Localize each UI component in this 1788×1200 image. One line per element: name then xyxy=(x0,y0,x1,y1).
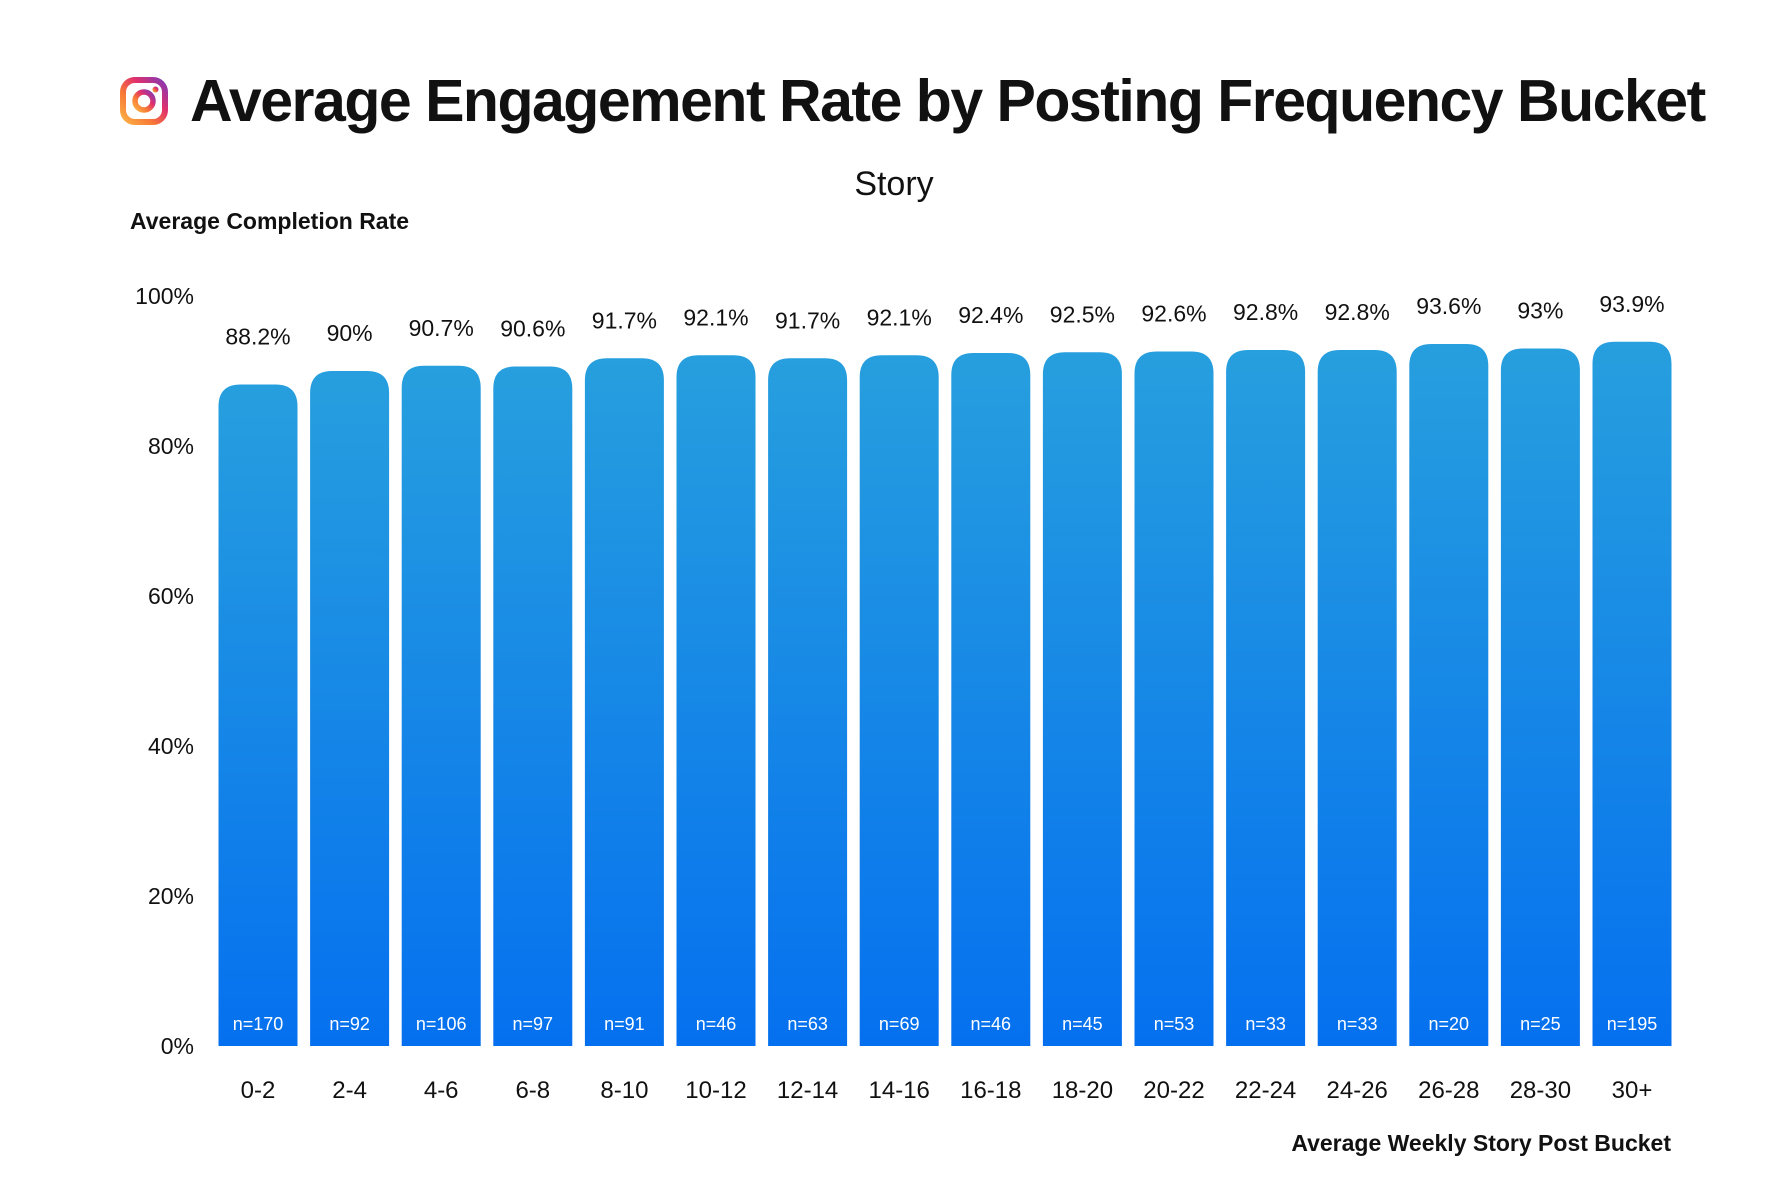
bar-8-10 xyxy=(584,358,664,1046)
chart-subtitle: Story xyxy=(854,165,934,203)
value-labels: 88.2% 90% 90.7% 90.6% 91.7% 92.1% 91.7% 92.1% 92… xyxy=(225,291,1664,350)
y-tick-label: 60% xyxy=(148,583,194,609)
bar-24-26 xyxy=(1317,350,1397,1046)
sample-size-label: n=53 xyxy=(1154,1014,1195,1034)
value-label: 91.7% xyxy=(592,307,657,333)
x-tick-label: 0-2 xyxy=(241,1077,276,1104)
bar-6-8 xyxy=(493,366,573,1046)
header: Average Engagement Rate by Posting Frequ… xyxy=(0,62,1788,142)
bar-10-12 xyxy=(676,355,756,1046)
sample-size-label: n=25 xyxy=(1520,1014,1561,1034)
sample-size-label: n=97 xyxy=(513,1014,554,1034)
x-tick-label: 2-4 xyxy=(332,1077,367,1104)
x-axis-ticks: 0-2 2-4 4-6 6-8 8-10 10-12 12-14 14-16 16-18 18-2… xyxy=(241,1077,1653,1104)
sample-size-label: n=46 xyxy=(696,1014,737,1034)
value-label: 92.6% xyxy=(1141,301,1206,327)
sample-size-label: n=33 xyxy=(1337,1014,1378,1034)
value-label: 90.6% xyxy=(500,316,565,342)
bar-30+ xyxy=(1592,341,1672,1046)
x-tick-label: 12-14 xyxy=(777,1077,838,1104)
bar-18-20 xyxy=(1042,352,1122,1046)
bar-20-22 xyxy=(1134,351,1214,1046)
x-tick-label: 20-22 xyxy=(1143,1077,1204,1104)
y-tick-label: 100% xyxy=(135,283,194,309)
value-label: 88.2% xyxy=(225,324,290,350)
instagram-logo-icon xyxy=(120,77,168,125)
y-axis-ticks: 0% 20% 40% 60% 80% 100% xyxy=(135,283,194,1059)
bar-0-2 xyxy=(218,384,298,1046)
x-tick-label: 10-12 xyxy=(685,1077,746,1104)
sample-size-label: n=45 xyxy=(1062,1014,1103,1034)
y-tick-label: 40% xyxy=(148,733,194,759)
sample-size-label: n=63 xyxy=(787,1014,828,1034)
x-tick-label: 24-26 xyxy=(1327,1077,1388,1104)
value-label: 90% xyxy=(327,320,373,346)
x-tick-label: 30+ xyxy=(1612,1077,1653,1104)
value-label: 92.4% xyxy=(958,302,1023,328)
sample-size-label: n=46 xyxy=(971,1014,1012,1034)
chart-title: Average Engagement Rate by Posting Frequ… xyxy=(190,68,1706,134)
x-tick-label: 18-20 xyxy=(1052,1077,1113,1104)
bar-26-28 xyxy=(1409,344,1489,1046)
value-label: 90.7% xyxy=(409,315,474,341)
bar-16-18 xyxy=(951,353,1031,1046)
x-tick-label: 28-30 xyxy=(1510,1077,1571,1104)
sample-size-label: n=20 xyxy=(1429,1014,1470,1034)
value-label: 93% xyxy=(1517,298,1563,324)
x-axis-label: Average Weekly Story Post Bucket xyxy=(1291,1130,1671,1156)
y-tick-label: 80% xyxy=(148,433,194,459)
value-label: 93.6% xyxy=(1416,293,1481,319)
bar-14-16 xyxy=(859,355,939,1046)
x-tick-label: 16-18 xyxy=(960,1077,1021,1104)
x-tick-label: 4-6 xyxy=(424,1077,459,1104)
sample-size-label: n=91 xyxy=(604,1014,645,1034)
value-label: 92.1% xyxy=(683,304,748,330)
sample-size-label: n=106 xyxy=(416,1014,467,1034)
sample-size-label: n=33 xyxy=(1245,1014,1286,1034)
bars xyxy=(218,341,1672,1046)
sample-size-label: n=69 xyxy=(879,1014,920,1034)
bar-22-24 xyxy=(1226,350,1306,1046)
y-axis-label: Average Completion Rate xyxy=(130,208,410,234)
x-tick-label: 26-28 xyxy=(1418,1077,1479,1104)
value-label: 93.9% xyxy=(1599,291,1664,317)
value-label: 92.1% xyxy=(867,304,932,330)
y-tick-label: 20% xyxy=(148,883,194,909)
value-label: 92.8% xyxy=(1233,299,1298,325)
bar-12-14 xyxy=(768,358,848,1046)
sample-size-label: n=195 xyxy=(1607,1014,1658,1034)
sample-size-labels: n=170 n=92 n=106 n=97 n=91 n=46 n=63 n=69 n=46 n=… xyxy=(233,1014,1658,1034)
bar-2-4 xyxy=(310,371,390,1046)
y-tick-label: 0% xyxy=(161,1033,194,1059)
sample-size-label: n=170 xyxy=(233,1014,284,1034)
value-label: 91.7% xyxy=(775,307,840,333)
bar-28-30 xyxy=(1500,348,1580,1046)
sample-size-label: n=92 xyxy=(329,1014,370,1034)
x-tick-label: 22-24 xyxy=(1235,1077,1296,1104)
x-tick-label: 8-10 xyxy=(600,1077,648,1104)
value-label: 92.8% xyxy=(1325,299,1390,325)
x-tick-label: 6-8 xyxy=(515,1077,550,1104)
bar-4-6 xyxy=(401,365,481,1046)
x-tick-label: 14-16 xyxy=(869,1077,930,1104)
value-label: 92.5% xyxy=(1050,301,1115,327)
